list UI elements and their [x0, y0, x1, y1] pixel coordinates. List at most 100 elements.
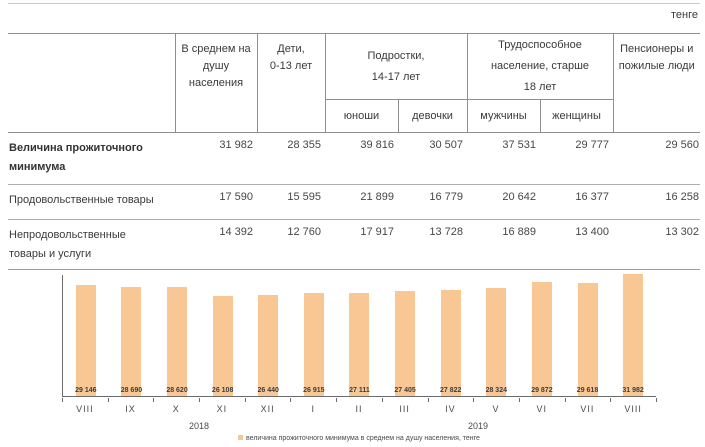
- bar-value-label: 31 982: [622, 387, 644, 394]
- category-label: XI: [216, 404, 228, 414]
- chart-plot-area: 29 146 28 690 28 620 26 108 26 440 26 915 27 1…: [62, 274, 656, 397]
- bar-value-label: 29 618: [576, 387, 599, 394]
- axis-tick: [153, 398, 155, 402]
- axis-tick: [427, 398, 429, 402]
- axis-tick: [656, 398, 657, 402]
- category-label: IX: [125, 404, 136, 414]
- legend-label: величина прожиточного минимума в среднем…: [246, 435, 480, 442]
- cell-value: 15 595: [257, 184, 325, 220]
- bar-slot: 27 822: [428, 275, 474, 396]
- axis-tick: [381, 398, 383, 402]
- bar-value-label: 26 915: [303, 387, 325, 394]
- bar-slot: 27 405: [382, 275, 428, 396]
- corner-header-cell: [8, 33, 176, 133]
- bar: [303, 293, 324, 396]
- col-header-children: Дети, 0-13 лет: [256, 33, 326, 133]
- cell-value: 13 728: [398, 219, 467, 270]
- bar-value-label: 26 440: [257, 387, 279, 394]
- year-label-2018: 2018: [188, 421, 210, 431]
- cell-value: 17 917: [325, 219, 398, 270]
- category-label: VIII: [76, 404, 94, 414]
- cell-value: 16 258: [613, 184, 700, 220]
- table-row: Продовольственные товары 17 590 15 595 2…: [8, 184, 700, 220]
- chart-category-row: VIII IX X XI XII I II III IV V VI VII VIII: [62, 404, 656, 414]
- cell-value: 14 392: [175, 219, 257, 270]
- bar: [212, 296, 233, 396]
- bar-slot: 28 690: [109, 275, 155, 396]
- unit-label: тенге: [671, 9, 698, 21]
- bar-slot: 28 324: [473, 275, 519, 396]
- subsistence-bar-chart: 29 146 28 690 28 620 26 108 26 440 26 915 27 1…: [62, 274, 657, 447]
- bar-slot: 29 146: [63, 275, 109, 396]
- subcol-header-women: женщины: [539, 99, 614, 133]
- axis-tick: [199, 398, 201, 402]
- bar-value-label: 29 872: [531, 387, 553, 394]
- bar-value-label: 27 111: [349, 387, 370, 394]
- bar-value-label: 28 690: [120, 387, 143, 394]
- cell-value: 12 760: [257, 219, 325, 270]
- row-label: Величина прожиточного минимума: [9, 142, 143, 174]
- bar: [440, 290, 461, 396]
- cell-value: 29 777: [575, 139, 609, 151]
- subsistence-table: В среднем на душу населения Дети, 0-13 л…: [8, 33, 700, 270]
- axis-tick: [62, 398, 63, 402]
- bar: [75, 285, 96, 396]
- category-label: V: [492, 404, 500, 414]
- cell-value: 31 982: [219, 139, 253, 151]
- bar: [623, 274, 644, 396]
- category-label: II: [355, 404, 363, 414]
- bar: [577, 283, 598, 396]
- cell-value: 16 779: [398, 184, 467, 220]
- axis-tick: [564, 398, 566, 402]
- chart-bars: 29 146 28 690 28 620 26 108 26 440 26 915 27 1…: [63, 274, 656, 396]
- cell-value: 20 642: [467, 184, 540, 220]
- col-header-average: В среднем на душу населения: [174, 33, 258, 133]
- cell-value: 21 899: [325, 184, 398, 220]
- axis-tick: [518, 398, 520, 402]
- subcol-header-boys: юноши: [324, 99, 399, 133]
- category-label: VIII: [624, 404, 642, 414]
- bar-slot: 27 111: [337, 275, 383, 396]
- bar: [531, 282, 552, 396]
- bar-value-label: 28 324: [485, 387, 507, 394]
- bar: [258, 295, 279, 396]
- bar-slot: 26 440: [245, 275, 291, 396]
- axis-tick: [336, 398, 338, 402]
- bar-value-label: 29 146: [75, 387, 97, 394]
- bar-slot: 31 982: [610, 274, 656, 396]
- cell-value: 37 531: [502, 139, 536, 151]
- bar: [486, 288, 507, 396]
- axis-tick: [610, 398, 612, 402]
- cell-value: 13 400: [540, 219, 613, 270]
- axis-tick: [244, 398, 246, 402]
- bar-value-label: 27 822: [439, 387, 462, 394]
- subcol-header-girls: девочки: [397, 99, 468, 133]
- col-header-working-age: Трудоспособное население, старше 18 лет: [466, 33, 614, 100]
- bar: [167, 287, 188, 396]
- row-label: Непродовольственные товары и услуги: [8, 219, 175, 270]
- bar: [349, 293, 370, 396]
- bar-slot: 29 872: [519, 275, 565, 396]
- axis-tick: [107, 398, 109, 402]
- bar-value-label: 26 108: [211, 387, 234, 394]
- col-header-teenagers: Подростки, 14-17 лет: [324, 33, 468, 100]
- category-label: IV: [445, 404, 456, 414]
- top-divider: [8, 3, 700, 4]
- bar: [121, 287, 142, 396]
- bar-slot: 29 618: [565, 275, 611, 396]
- axis-tick: [473, 398, 475, 402]
- bar-slot: 28 620: [154, 275, 200, 396]
- axis-tick: [290, 398, 292, 402]
- bar-slot: 26 108: [200, 275, 246, 396]
- cell-value: 16 377: [540, 184, 613, 220]
- legend-marker-icon: [238, 435, 244, 441]
- table-row: Непродовольственные товары и услуги 14 3…: [8, 219, 700, 270]
- cell-value: 16 889: [467, 219, 540, 270]
- col-header-pensioners: Пенсионеры и пожилые люди: [612, 33, 700, 133]
- category-label: XII: [260, 404, 275, 414]
- year-label-2019: 2019: [467, 421, 489, 431]
- subcol-header-men: мужчины: [466, 99, 541, 133]
- cell-value: 13 302: [613, 219, 700, 270]
- bar-value-label: 27 405: [394, 387, 416, 394]
- cell-value: 17 590: [175, 184, 257, 220]
